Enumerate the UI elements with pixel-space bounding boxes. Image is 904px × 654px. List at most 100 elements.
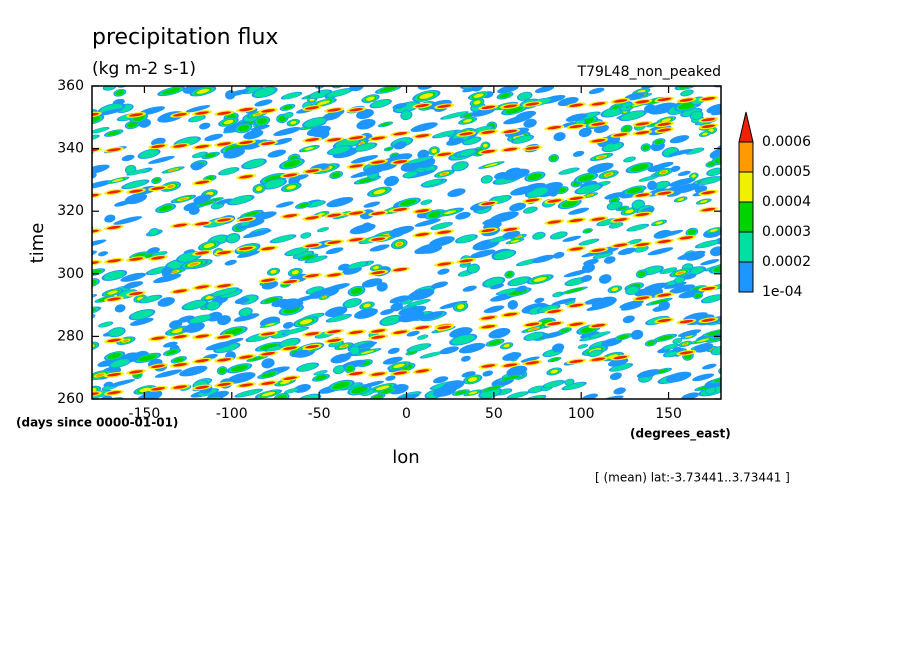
contour-region: [270, 269, 277, 274]
chart-title: precipitation flux: [92, 25, 278, 50]
contour-region: [594, 252, 612, 259]
contour-region: [291, 349, 310, 358]
contour-region: [129, 257, 143, 261]
contour-region: [363, 201, 381, 208]
contour-region: [531, 254, 555, 263]
contour-region: [239, 308, 252, 317]
contour-region: [326, 196, 354, 208]
contour-region: [97, 359, 117, 367]
contour-region: [375, 385, 390, 391]
contour-region: [679, 236, 694, 240]
contour-region: [534, 297, 545, 304]
contour-region: [297, 202, 310, 208]
contour-region: [576, 184, 601, 194]
contour-region: [122, 339, 130, 343]
contour-region: [217, 218, 232, 222]
contour-region: [393, 267, 408, 272]
contour-region: [204, 152, 217, 158]
contour-region: [481, 324, 496, 329]
contour-region: [569, 303, 584, 308]
contour-region: [622, 126, 631, 132]
contour-region: [390, 302, 403, 312]
contour-region: [324, 306, 348, 318]
contour-region: [298, 363, 318, 371]
contour-region: [551, 297, 577, 306]
contour-region: [279, 380, 291, 385]
contour-region: [283, 173, 298, 177]
contour-region: [650, 299, 669, 305]
contour-region: [154, 369, 182, 378]
contour-region: [506, 271, 513, 278]
contour-region: [591, 248, 606, 252]
contour-region: [129, 370, 143, 374]
contour-region: [657, 191, 672, 195]
contour-region: [173, 289, 187, 293]
contour-region: [329, 341, 343, 347]
contour-region: [349, 330, 364, 334]
contour-region: [610, 363, 632, 371]
contour-region: [195, 285, 210, 289]
contour-region: [365, 96, 375, 101]
contour-region: [398, 310, 425, 323]
y-tick-label: 360: [57, 78, 84, 94]
contour-region: [383, 175, 399, 187]
contour-region: [590, 331, 609, 338]
contour-region: [393, 371, 408, 375]
contour-region: [622, 315, 635, 324]
contour-region: [455, 390, 467, 395]
contour-region: [502, 230, 521, 239]
contour-region: [104, 86, 116, 91]
contour-region: [408, 299, 429, 306]
contour-region: [523, 118, 537, 128]
colorbar-label: 0.0003: [762, 224, 811, 240]
contour-region: [239, 107, 254, 112]
contour-region: [442, 111, 467, 119]
contour-region: [261, 109, 276, 113]
contour-region: [427, 211, 443, 218]
contour-region: [253, 87, 276, 98]
contour-region: [560, 168, 578, 175]
contour-region: [525, 361, 540, 365]
contour-region: [509, 277, 530, 286]
contour-region: [593, 124, 610, 134]
contour-region: [350, 346, 360, 355]
contour-region: [217, 250, 232, 255]
contour-region: [243, 159, 265, 169]
contour-region: [403, 171, 418, 178]
contour-region: [283, 112, 293, 118]
contour-region: [261, 381, 276, 385]
contour-region: [254, 113, 261, 116]
contour-region: [171, 328, 185, 334]
contour-region: [499, 93, 511, 99]
contour-region: [327, 329, 342, 334]
contour-region: [644, 104, 657, 113]
contour-region: [524, 207, 537, 214]
contour-region: [569, 322, 584, 326]
contour-region: [701, 97, 716, 101]
contour-region: [314, 370, 327, 375]
contour-region: [327, 213, 342, 217]
contour-region: [437, 230, 452, 234]
contour-region: [219, 167, 238, 175]
contour-region: [109, 327, 125, 337]
contour-region: [439, 346, 459, 355]
contour-region: [580, 239, 598, 245]
contour-region: [392, 102, 407, 110]
contour-region: [173, 363, 187, 367]
contour-region: [507, 300, 519, 310]
contour-region: [482, 218, 500, 225]
contour-region: [381, 315, 401, 325]
contour-region: [195, 221, 210, 226]
contour-region: [349, 136, 364, 140]
contour-region: [249, 356, 265, 361]
contour-region: [305, 332, 320, 336]
contour-region: [523, 395, 545, 399]
contour-region: [550, 369, 559, 374]
contour-region: [459, 132, 474, 136]
contour-region: [129, 291, 143, 296]
contour-region: [547, 199, 562, 203]
contour-region: [578, 344, 588, 349]
contour-region: [286, 247, 308, 256]
contour-region: [468, 391, 478, 395]
contour-region: [415, 134, 430, 138]
